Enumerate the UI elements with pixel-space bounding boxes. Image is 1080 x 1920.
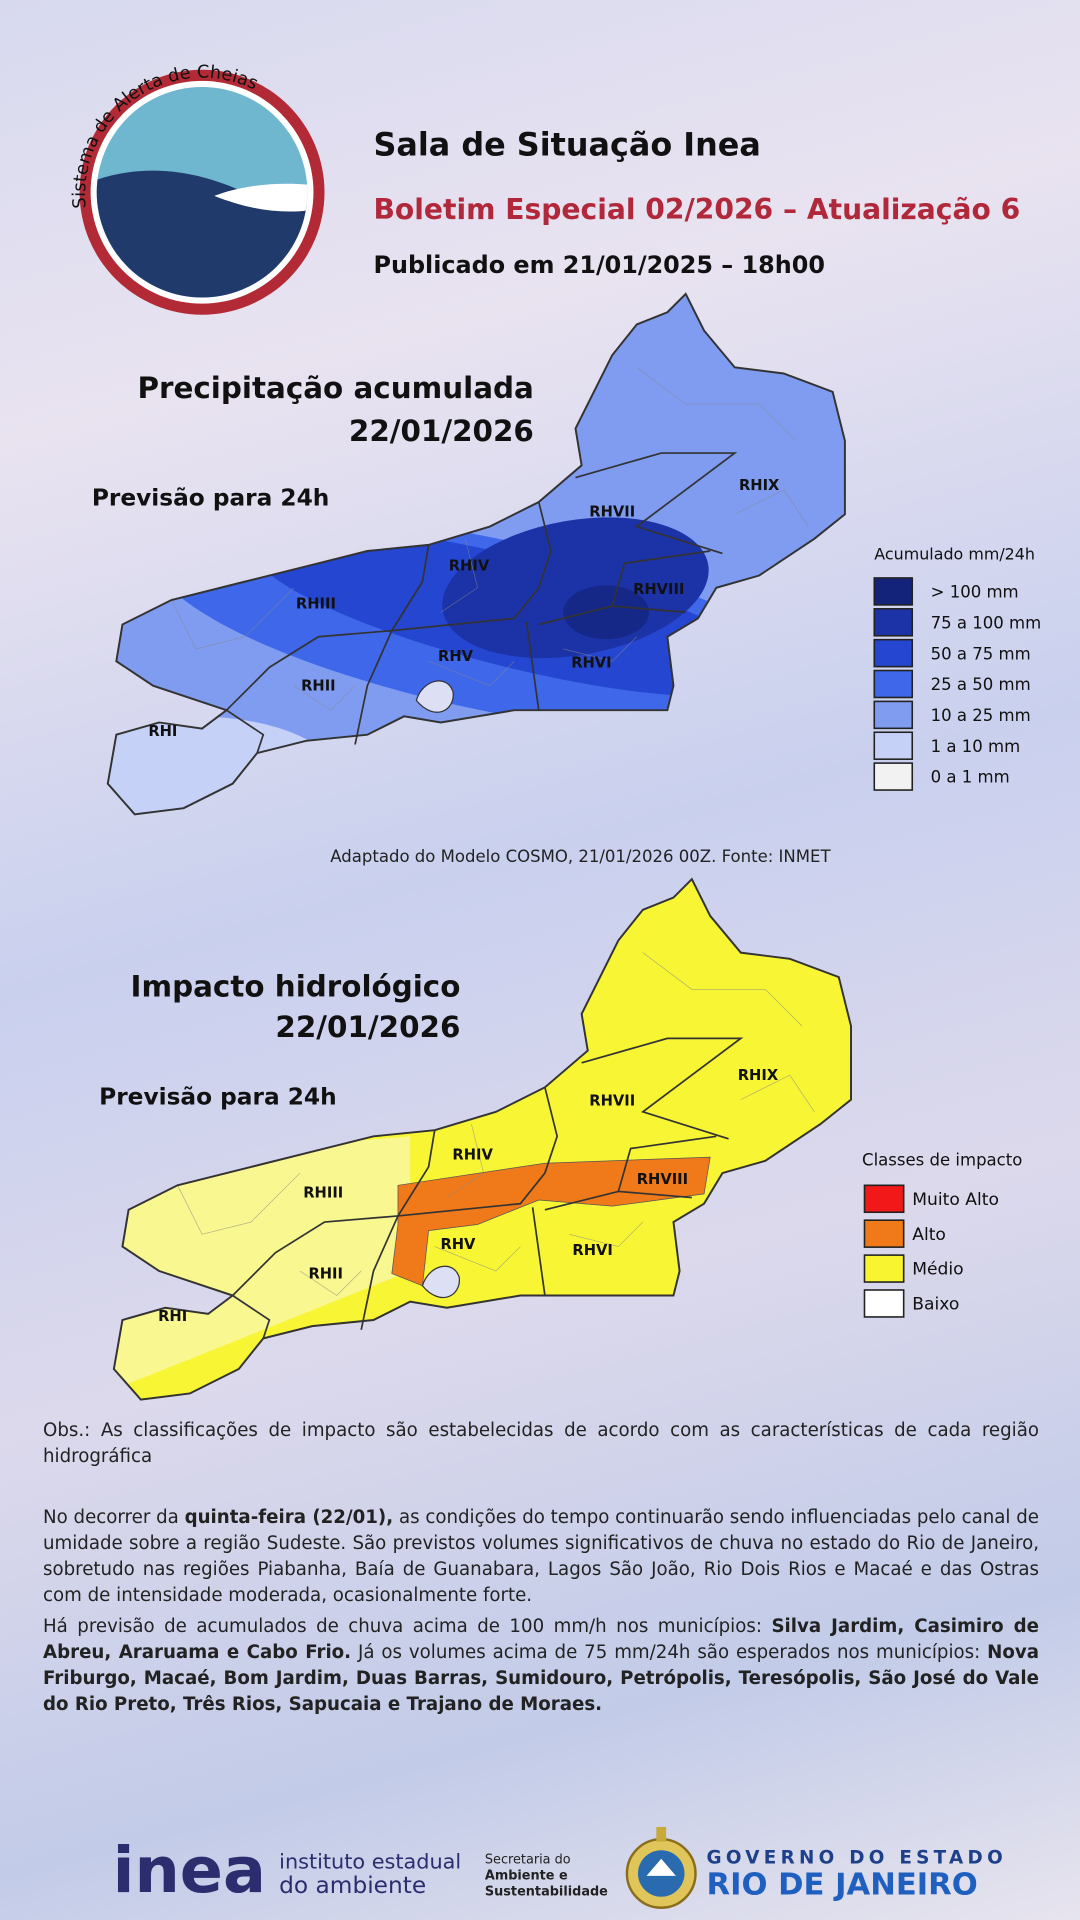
region-label: RHI	[158, 1308, 187, 1325]
footer: inea instituto estadual do ambiente Secr…	[113, 1826, 1007, 1909]
legend: Muito Alto Alto Médio Baixo	[863, 1184, 999, 1318]
legend-swatch	[873, 577, 914, 606]
text: No decorrer da	[43, 1507, 185, 1528]
region-label: RHVII	[589, 504, 635, 521]
inea-name: do ambiente	[279, 1872, 426, 1899]
region-label: RHVIII	[637, 1171, 688, 1188]
legend-label: Baixo	[912, 1295, 959, 1315]
impact-map	[112, 878, 852, 1401]
map-date: 22/01/2026	[349, 414, 534, 448]
inea-name: instituto estadual	[279, 1850, 461, 1874]
legend-label: Médio	[912, 1260, 963, 1280]
legend-title: Classes de impacto	[862, 1151, 1022, 1170]
region-label: RHIII	[303, 1185, 343, 1202]
region-label: RHVII	[589, 1093, 635, 1110]
map-title: Impacto hidrológico	[131, 970, 461, 1004]
legend-swatch	[873, 700, 914, 730]
region-label: RHIX	[739, 477, 780, 494]
map-caption: Previsão para 24h	[92, 485, 329, 512]
region-label: RHIII	[296, 596, 336, 613]
legend-swatch	[873, 638, 914, 668]
legend-label: Alto	[912, 1225, 946, 1245]
region-label: RHII	[301, 678, 336, 695]
text: as condições do tempo continuarão sendo …	[43, 1507, 1045, 1606]
source-note: Adaptado do Modelo COSMO, 21/01/2026 00Z…	[330, 847, 831, 866]
legend-label: 10 a 25 mm	[931, 706, 1031, 725]
region-labels: RHIX RHVII RHIV RHVIII RHIII RHV RHVI RHII RHI	[158, 1067, 779, 1325]
legend-title: Acumulado mm/24h	[874, 545, 1035, 564]
legend-swatch	[873, 762, 914, 791]
region-label: RHI	[148, 723, 177, 740]
map-caption: Previsão para 24h	[99, 1083, 336, 1110]
region-label: RHV	[438, 648, 474, 665]
legend-label: 25 a 50 mm	[931, 675, 1031, 694]
legend-swatch	[873, 608, 914, 637]
secretaria: Secretaria do	[485, 1853, 571, 1868]
map-title: Precipitação acumulada	[137, 371, 533, 405]
legend-label: 1 a 10 mm	[931, 737, 1021, 756]
legend-swatch	[873, 731, 914, 760]
bold-text: Silva Jardim, Casimiro de Abreu, Araruam…	[43, 1616, 1046, 1663]
region-label: RHIV	[449, 558, 490, 575]
inea-logo: inea	[113, 1834, 266, 1908]
bold-text: Nova Friburgo, Macaé, Bom Jardim, Duas B…	[43, 1642, 1046, 1715]
government: GOVERNO DO ESTADO	[707, 1848, 1007, 1869]
region-labels: RHIX RHVII RHIV RHVIII RHIII RHV RHVI RHII RHI	[148, 477, 780, 740]
text: Já os volumes acima de 75 mm/24h são esp…	[351, 1642, 988, 1663]
logo: Sistema de Alerta de Cheias	[70, 63, 325, 315]
paragraph: No decorrer da quinta-feira (22/01), as …	[43, 1505, 1039, 1609]
region-label: RHVI	[572, 1242, 612, 1259]
region-label: RHV	[440, 1236, 476, 1253]
header-published: Publicado em 21/01/2025 – 18h00	[373, 251, 824, 279]
legend-label: > 100 mm	[931, 583, 1019, 602]
map-date: 22/01/2026	[275, 1010, 460, 1044]
text: Há previsão de acumulados de chuva acima…	[43, 1616, 772, 1637]
region-label: RHIV	[452, 1147, 493, 1164]
paragraph: Há previsão de acumulados de chuva acima…	[43, 1614, 1039, 1718]
legend-label: Muito Alto	[912, 1190, 999, 1210]
region-label: RHVIII	[633, 581, 684, 598]
bold-text: quinta-feira (22/01),	[184, 1507, 394, 1528]
legend-label: 75 a 100 mm	[931, 613, 1042, 632]
government: RIO DE JANEIRO	[707, 1867, 978, 1902]
legend-swatch	[863, 1254, 905, 1283]
header-subtitle: Boletim Especial 02/2026 – Atualização 6	[373, 193, 1020, 226]
secretaria: Sustentabilidade	[485, 1885, 608, 1900]
legend-swatch	[873, 669, 914, 699]
legend-swatch	[863, 1184, 905, 1214]
header-title: Sala de Situação Inea	[373, 126, 760, 164]
state-crest	[625, 1826, 697, 1909]
secretaria: Ambiente e	[485, 1869, 568, 1884]
region-label: RHII	[308, 1265, 343, 1282]
region-label: RHIX	[738, 1067, 779, 1084]
legend-label: 0 a 1 mm	[931, 768, 1010, 787]
legend-swatch	[863, 1219, 905, 1248]
region-label: RHVI	[571, 654, 611, 671]
legend-label: 50 a 75 mm	[931, 644, 1031, 663]
legend: > 100 mm 75 a 100 mm 50 a 75 mm 25 a 50 mm 1…	[873, 577, 1042, 791]
legend-swatch	[863, 1289, 905, 1318]
obs-note: Obs.: As classificações de impacto são e…	[43, 1420, 1039, 1467]
